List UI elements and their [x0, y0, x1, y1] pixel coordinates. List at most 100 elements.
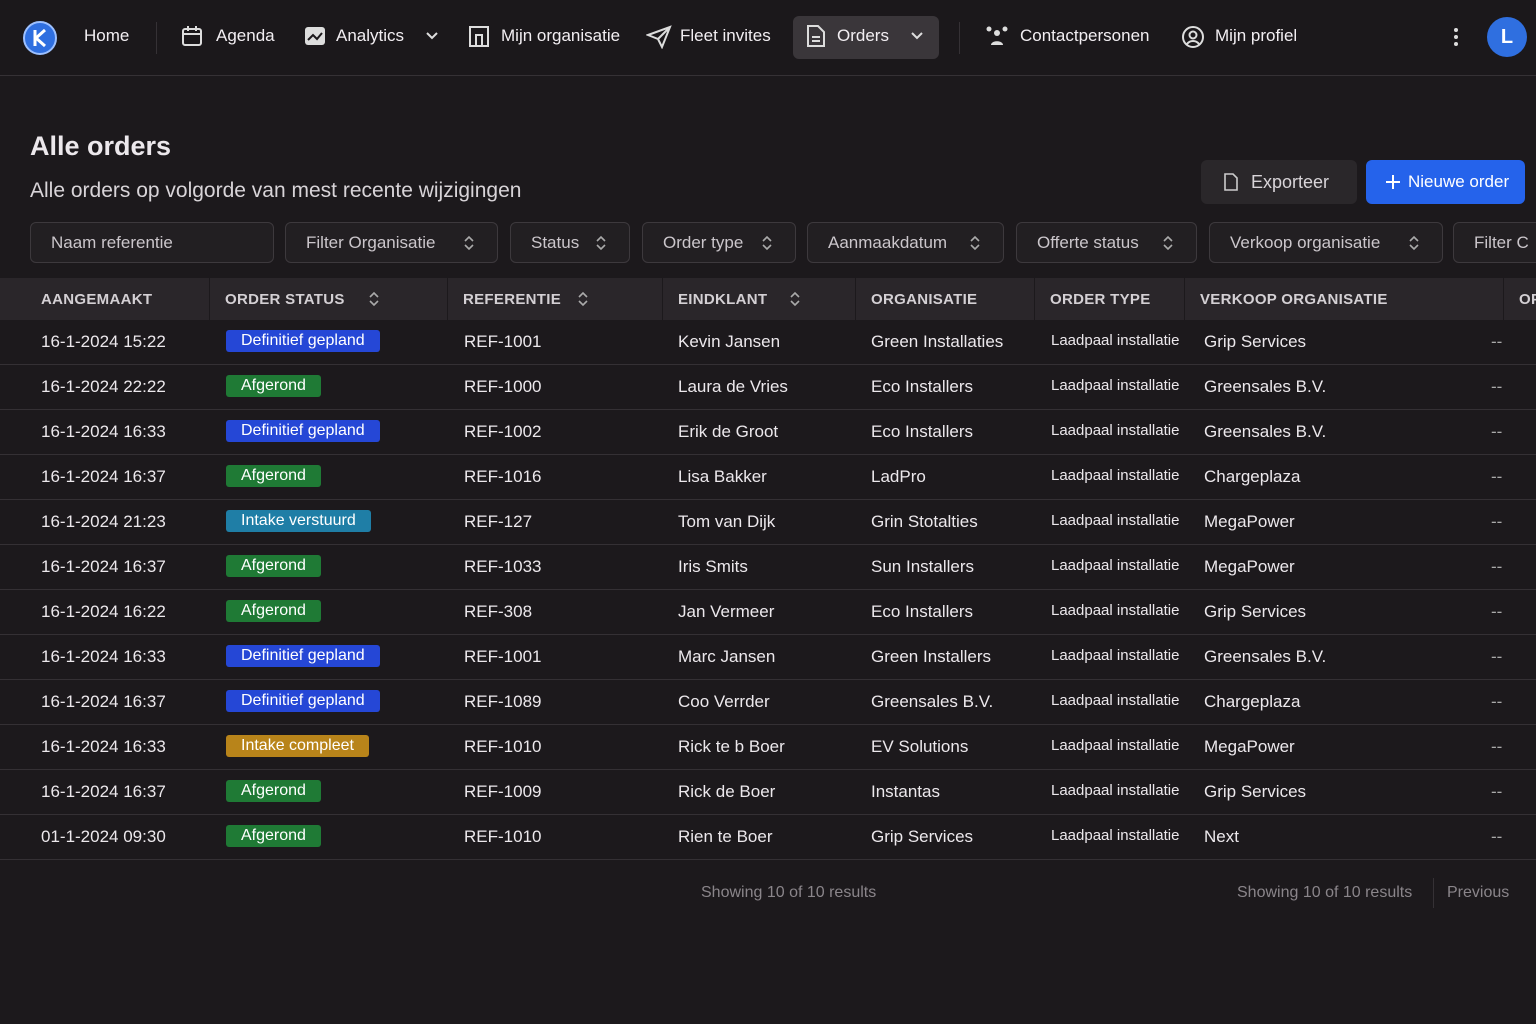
status-badge: Definitief gepland	[226, 330, 380, 352]
filter[interactable]: Aanmaakdatum	[807, 222, 1004, 263]
nav-item[interactable]: Analytics	[336, 26, 405, 45]
table-row[interactable]: 16-1-2024 15:22 Definitief gepland REF-100…	[0, 320, 1536, 365]
cell: REF-308	[464, 602, 533, 621]
status-badge: Definitief gepland	[226, 420, 380, 442]
avatar[interactable]: L	[1487, 17, 1527, 57]
table-row[interactable]: 16-1-2024 16:33 Definitief gepland REF-100…	[0, 410, 1536, 455]
filter[interactable]: Filter C	[1453, 222, 1536, 263]
cell: 16-1-2024 16:37	[41, 557, 166, 576]
cell: Laadpaal installatie	[1051, 332, 1180, 349]
cell: Marc Jansen	[678, 647, 776, 666]
table-row[interactable]: 16-1-2024 16:37 Afgerond REF-1033 Iris Smit…	[0, 545, 1536, 590]
table-row[interactable]: 16-1-2024 16:37 Afgerond REF-1009 Rick de B…	[0, 770, 1536, 815]
cell: REF-1033	[464, 557, 542, 576]
cell: MegaPower	[1204, 512, 1295, 531]
column-header[interactable]: AANGEMAAKT	[41, 291, 153, 308]
export-button[interactable]: Exporteer	[1201, 160, 1357, 204]
nav-item[interactable]: Mijn profiel	[1215, 26, 1298, 45]
cell: Green Installaties	[871, 332, 1004, 351]
nav-item[interactable]: Home	[84, 26, 130, 45]
cell: Laadpaal installatie	[1051, 647, 1180, 664]
icon	[986, 26, 1008, 45]
icon	[646, 25, 672, 49]
cell: 16-1-2024 16:33	[41, 422, 166, 441]
cell: REF-1001	[464, 647, 542, 666]
sort-icon	[464, 235, 474, 251]
cell: --	[1491, 422, 1503, 441]
filter[interactable]: Verkoop organisatie	[1209, 222, 1443, 263]
column-divider	[855, 278, 856, 320]
cell: LadPro	[871, 467, 926, 486]
table-row[interactable]: 16-1-2024 21:23 Intake verstuurd REF-127 To…	[0, 500, 1536, 545]
cell: Lisa Bakker	[678, 467, 767, 486]
nav-item[interactable]: Orders	[837, 26, 889, 45]
filter[interactable]: Status	[510, 222, 630, 263]
cell: Rick te b Boer	[678, 737, 785, 756]
cell: Eco Installers	[871, 377, 974, 396]
cell: Sun Installers	[871, 557, 974, 576]
status-badge: Afgerond	[226, 825, 321, 847]
chevron[interactable]	[425, 31, 439, 41]
nav-item[interactable]: Agenda	[216, 26, 275, 45]
cell: 16-1-2024 16:33	[41, 647, 166, 666]
nav-item[interactable]: Fleet invites	[680, 26, 771, 45]
logo[interactable]	[22, 20, 58, 56]
previous-button[interactable]: Previous	[1447, 884, 1510, 901]
status-badge: Afgerond	[226, 465, 321, 487]
cell: --	[1491, 782, 1503, 801]
cell: Grip Services	[1204, 602, 1307, 621]
column-header[interactable]: REFERENTIE	[463, 291, 562, 308]
icon	[182, 26, 202, 46]
new-order-button[interactable]: Nieuwe order	[1366, 160, 1525, 204]
table-row[interactable]: 16-1-2024 16:22 Afgerond REF-308 Jan Vermee…	[0, 590, 1536, 635]
status-badge: Intake verstuurd	[226, 510, 371, 532]
table-row[interactable]: 16-1-2024 16:37 Definitief gepland REF-108…	[0, 680, 1536, 725]
cell: Laadpaal installatie	[1051, 557, 1180, 574]
cell: REF-1009	[464, 782, 542, 801]
status-badge: Afgerond	[226, 555, 321, 577]
column-divider	[662, 278, 663, 320]
column-header[interactable]: EINDKLANT	[678, 291, 768, 308]
table-row[interactable]: 16-1-2024 16:33 Intake compleet REF-1010 Ri…	[0, 725, 1536, 770]
top-nav: Home Agenda Analytics Mijn organisatie F…	[0, 0, 1536, 76]
table-row[interactable]: 16-1-2024 16:33 Definitief gepland REF-100…	[0, 635, 1536, 680]
cell: --	[1491, 692, 1503, 711]
cell: Laadpaal installatie	[1051, 737, 1180, 754]
cell: Jan Vermeer	[678, 602, 775, 621]
cell: Laadpaal installatie	[1051, 467, 1180, 484]
cell: REF-1089	[464, 692, 542, 711]
cell: REF-1002	[464, 422, 542, 441]
filter[interactable]: Offerte status	[1016, 222, 1197, 263]
chevron[interactable]	[910, 31, 924, 41]
cell: Grip Services	[871, 827, 974, 846]
cell: REF-127	[464, 512, 533, 531]
column-header[interactable]: OPLEV	[1519, 291, 1536, 308]
table-row[interactable]: 16-1-2024 22:22 Afgerond REF-1000 Laura de …	[0, 365, 1536, 410]
page-subtitle: Alle orders op volgorde van mest recente…	[30, 179, 522, 202]
table-row[interactable]: 16-1-2024 16:37 Afgerond REF-1016 Lisa Bakk…	[0, 455, 1536, 500]
column-divider	[1184, 278, 1185, 320]
filter[interactable]: Order type	[642, 222, 796, 263]
cell: Laadpaal installatie	[1051, 782, 1180, 799]
sort-icon	[1163, 235, 1173, 251]
nav-item[interactable]: Mijn organisatie	[501, 26, 621, 45]
column-header[interactable]: ORDER TYPE	[1050, 291, 1151, 308]
cell: 16-1-2024 15:22	[41, 332, 166, 351]
status-badge: Definitief gepland	[226, 690, 380, 712]
cell: Iris Smits	[678, 557, 748, 576]
results-summary: Showing 10 of 10 results	[1237, 884, 1413, 901]
column-header[interactable]: VERKOOP ORGANISATIE	[1200, 291, 1388, 308]
nav-item[interactable]: Contactpersonen	[1020, 26, 1150, 45]
cell: REF-1010	[464, 827, 542, 846]
filter[interactable]: Naam referentie	[30, 222, 274, 263]
table-row[interactable]: 01-1-2024 09:30 Afgerond REF-1010 Rien te B…	[0, 815, 1536, 860]
column-header[interactable]: ORGANISATIE	[871, 291, 978, 308]
more-menu[interactable]	[1452, 27, 1460, 47]
filter[interactable]: Filter Organisatie	[285, 222, 498, 263]
column-divider	[1034, 278, 1035, 320]
icon	[305, 27, 325, 45]
cell: 01-1-2024 09:30	[41, 827, 166, 846]
column-header[interactable]: ORDER STATUS	[225, 291, 345, 308]
cell: --	[1491, 377, 1503, 396]
